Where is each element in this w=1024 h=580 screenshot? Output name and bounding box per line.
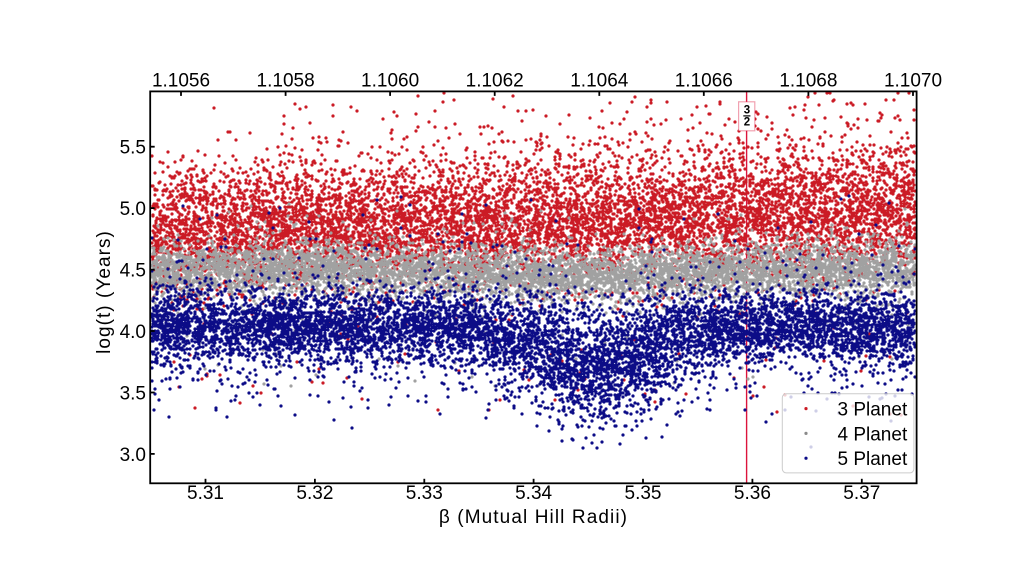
svg-text:3.5: 3.5 bbox=[120, 383, 146, 404]
svg-text:3.0: 3.0 bbox=[120, 445, 146, 466]
svg-text:1.1064: 1.1064 bbox=[570, 71, 629, 92]
svg-text:1.1068: 1.1068 bbox=[779, 71, 837, 92]
svg-text:5 Planet: 5 Planet bbox=[838, 449, 908, 470]
svg-text:5.31: 5.31 bbox=[187, 483, 224, 504]
svg-text:5.37: 5.37 bbox=[843, 483, 880, 504]
svg-text:5.0: 5.0 bbox=[120, 199, 146, 220]
svg-text:1.1062: 1.1062 bbox=[466, 71, 524, 92]
svg-text:5.34: 5.34 bbox=[515, 483, 552, 504]
svg-text:5.32: 5.32 bbox=[296, 483, 333, 504]
svg-text:1.1070: 1.1070 bbox=[884, 71, 942, 92]
svg-text:log(t) (Years): log(t) (Years) bbox=[94, 230, 115, 354]
svg-text:5.36: 5.36 bbox=[734, 483, 771, 504]
svg-text:4 Planet: 4 Planet bbox=[838, 424, 908, 445]
svg-text:4.0: 4.0 bbox=[120, 322, 146, 343]
svg-text:5.5: 5.5 bbox=[120, 138, 146, 159]
svg-text:5.33: 5.33 bbox=[406, 483, 443, 504]
svg-text:3: 3 bbox=[744, 105, 750, 117]
svg-text:1.1066: 1.1066 bbox=[675, 71, 733, 92]
svg-text:β (Mutual Hill Radii): β (Mutual Hill Radii) bbox=[439, 507, 628, 528]
svg-text:2: 2 bbox=[744, 117, 750, 129]
svg-text:4.5: 4.5 bbox=[120, 261, 146, 282]
svg-text:1.1056: 1.1056 bbox=[152, 71, 210, 92]
svg-text:1.1058: 1.1058 bbox=[257, 71, 315, 92]
svg-text:5.35: 5.35 bbox=[625, 483, 662, 504]
svg-text:1.1060: 1.1060 bbox=[361, 71, 419, 92]
svg-text:3 Planet: 3 Planet bbox=[838, 400, 908, 421]
